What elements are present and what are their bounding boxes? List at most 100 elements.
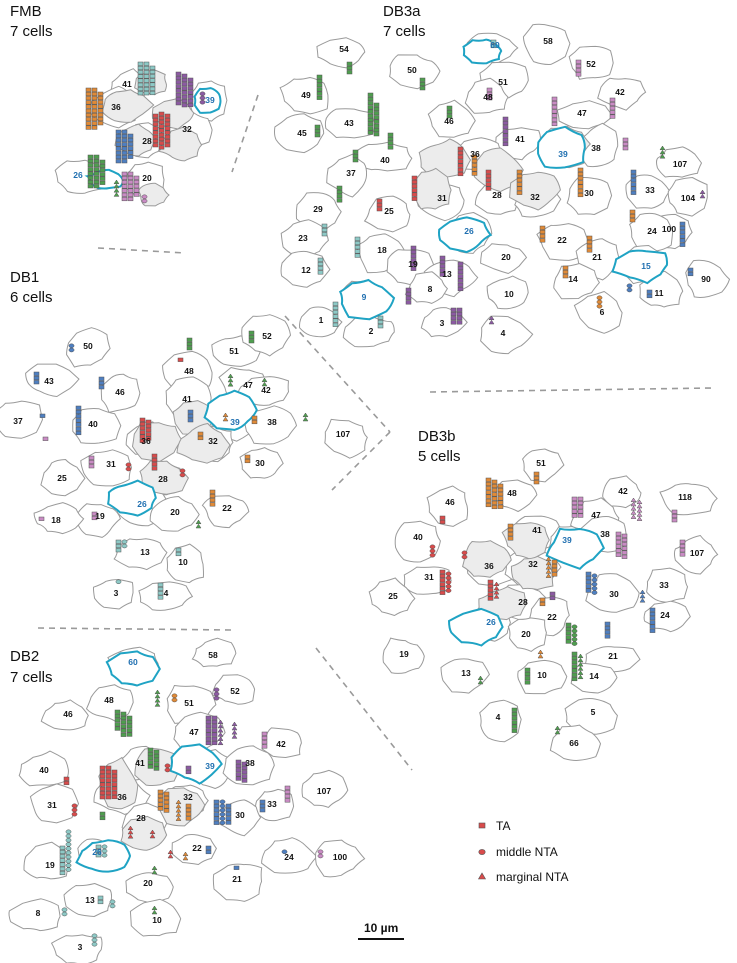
cell-number-label: 4 bbox=[164, 588, 169, 598]
ta-marker bbox=[149, 82, 156, 87]
ta-marker bbox=[121, 129, 128, 134]
middle-nta-marker bbox=[101, 848, 108, 854]
marginal-nta-marker bbox=[154, 702, 161, 707]
cell-outline bbox=[212, 863, 263, 902]
ta-marker bbox=[367, 126, 374, 131]
cell-number-label: 33 bbox=[645, 185, 655, 195]
cell-number-label: 46 bbox=[63, 709, 73, 719]
ta-marker bbox=[205, 740, 212, 746]
ta-marker bbox=[157, 586, 164, 592]
middle-nta-marker bbox=[179, 472, 186, 478]
highlighted-cell bbox=[120, 815, 168, 851]
ta-marker bbox=[539, 601, 546, 607]
ta-marker bbox=[497, 483, 504, 488]
ta-marker bbox=[586, 244, 593, 249]
ta-marker bbox=[147, 756, 154, 761]
cell-outline bbox=[149, 495, 200, 532]
ta-marker bbox=[181, 82, 188, 87]
cell-number-label: 107 bbox=[317, 786, 331, 796]
ta-marker bbox=[630, 169, 637, 174]
marginal-nta-marker bbox=[154, 689, 161, 695]
ta-marker bbox=[586, 248, 593, 253]
cell-number-label: 48 bbox=[184, 366, 194, 376]
ta-marker bbox=[649, 607, 656, 612]
ta-marker bbox=[139, 426, 146, 431]
ta-marker bbox=[551, 113, 558, 118]
ta-marker bbox=[147, 747, 154, 752]
ta-marker bbox=[533, 480, 540, 485]
ta-marker bbox=[177, 357, 184, 362]
ta-marker bbox=[630, 190, 637, 195]
ta-marker bbox=[486, 91, 493, 97]
ta-marker bbox=[439, 268, 446, 273]
outlined-cell bbox=[447, 607, 504, 647]
ta-marker bbox=[93, 179, 100, 185]
marginal-nta-marker bbox=[151, 869, 158, 875]
ta-marker bbox=[321, 223, 328, 228]
ta-marker bbox=[367, 122, 374, 127]
ta-marker bbox=[97, 104, 104, 109]
ta-marker bbox=[367, 109, 374, 114]
ta-marker bbox=[87, 175, 94, 180]
cell-outline bbox=[315, 839, 366, 878]
ta-marker bbox=[373, 115, 380, 120]
ta-marker bbox=[209, 502, 216, 507]
cell-number-label: 10 bbox=[152, 915, 162, 925]
cell-outline bbox=[426, 485, 469, 527]
ta-marker bbox=[410, 262, 417, 267]
ta-marker bbox=[91, 121, 98, 126]
ta-marker bbox=[197, 431, 204, 436]
marginal-nta-marker bbox=[636, 503, 643, 509]
cell-number-label: 22 bbox=[222, 503, 232, 513]
cell-number-label: 107 bbox=[336, 429, 350, 439]
cell-number-label: 24 bbox=[284, 852, 294, 862]
ta-marker bbox=[604, 625, 611, 631]
cell-number-label: 25 bbox=[57, 473, 67, 483]
ta-marker bbox=[621, 537, 628, 543]
cell-number-label: 11 bbox=[655, 288, 664, 298]
ta-marker bbox=[87, 158, 94, 164]
ta-marker bbox=[533, 471, 540, 476]
ta-marker bbox=[91, 112, 98, 118]
ta-marker bbox=[205, 849, 212, 855]
middle-nta-marker bbox=[445, 584, 452, 589]
ta-marker bbox=[211, 724, 218, 729]
cell-outline bbox=[427, 99, 476, 138]
ta-marker bbox=[577, 188, 584, 193]
ta-marker bbox=[99, 778, 106, 783]
ta-marker bbox=[115, 150, 122, 155]
ta-marker bbox=[105, 765, 112, 770]
cell-outline bbox=[211, 674, 256, 705]
cell-number-label: 46 bbox=[445, 497, 455, 507]
cell-number-label: 28 bbox=[142, 136, 152, 146]
outlined-cell bbox=[611, 249, 669, 285]
middle-nta-marker bbox=[141, 194, 148, 200]
ta-marker bbox=[511, 720, 518, 725]
ta-marker bbox=[75, 405, 82, 410]
ta-marker bbox=[332, 322, 339, 327]
cell-number-label: 3 bbox=[78, 942, 83, 952]
ta-marker bbox=[346, 65, 353, 71]
ta-marker bbox=[164, 113, 171, 118]
marginal-nta-marker bbox=[195, 523, 202, 529]
middle-nta-marker bbox=[591, 581, 598, 587]
ta-marker bbox=[97, 100, 104, 105]
ta-marker bbox=[316, 95, 323, 100]
ta-marker bbox=[115, 159, 122, 164]
ta-marker bbox=[235, 772, 242, 777]
ta-marker bbox=[439, 590, 446, 595]
cell-number-label: 10 bbox=[504, 289, 514, 299]
ta-marker bbox=[121, 146, 128, 151]
ta-marker bbox=[411, 192, 418, 197]
ta-marker bbox=[439, 569, 446, 574]
ta-marker bbox=[577, 167, 584, 172]
middle-nta-marker bbox=[199, 99, 206, 105]
cell-number-label: 28 bbox=[136, 813, 146, 823]
ta-marker bbox=[38, 516, 45, 521]
ta-marker bbox=[111, 786, 118, 791]
separator-line bbox=[97, 247, 186, 254]
cell-number-label: 38 bbox=[267, 417, 277, 427]
ta-marker bbox=[487, 596, 494, 601]
ta-marker bbox=[456, 307, 463, 312]
ta-marker bbox=[621, 533, 628, 538]
